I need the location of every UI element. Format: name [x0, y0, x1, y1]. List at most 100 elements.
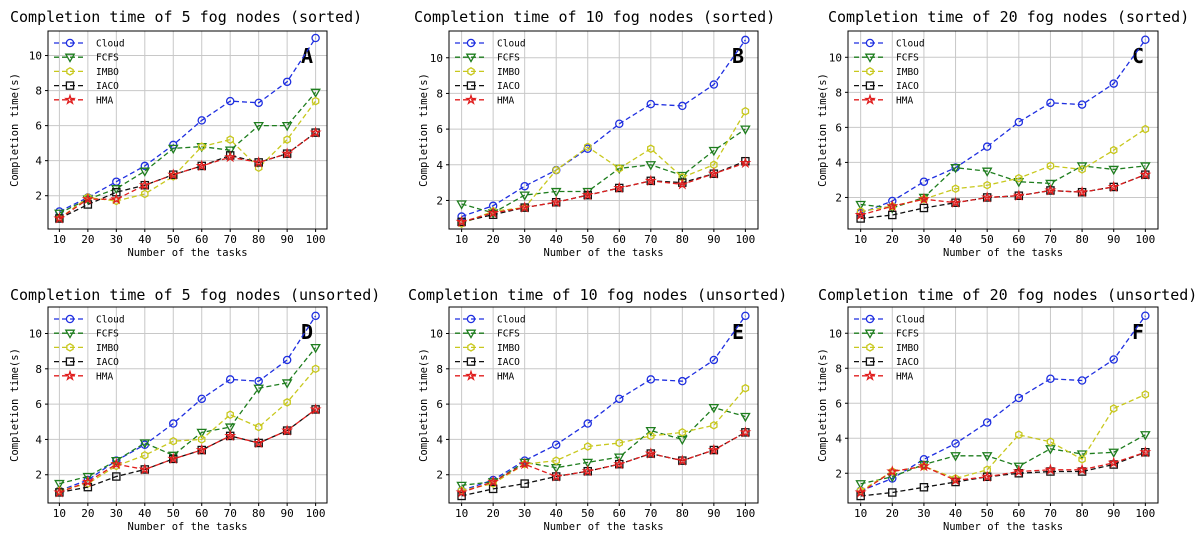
data-point-hma	[739, 156, 752, 169]
data-point-imbo	[1015, 430, 1023, 440]
data-point-imbo	[583, 442, 592, 451]
legend-marker-imbo	[66, 343, 74, 352]
data-point-fcfs	[196, 428, 208, 439]
legend-label-cloud: Cloud	[96, 315, 125, 326]
y-axis-label: Completion time(s)	[817, 348, 829, 462]
data-point-iaco	[488, 484, 498, 494]
legend-marker-hma	[465, 369, 477, 381]
data-point-iaco	[112, 472, 121, 481]
data-point-fcfs	[708, 403, 720, 414]
data-point-hma	[854, 208, 867, 221]
legend-label-hma: HMA	[497, 371, 514, 382]
series-line-iaco	[461, 431, 746, 497]
data-point-hma	[309, 403, 322, 415]
legend-marker-cloud	[865, 38, 875, 48]
data-point-hma	[550, 195, 563, 208]
data-point-cloud	[197, 116, 206, 125]
legend-label-fcfs: FCFS	[896, 329, 919, 340]
panel-label: C	[1132, 44, 1144, 68]
data-point-imbo	[983, 180, 991, 190]
series-line-cloud	[461, 39, 746, 218]
legend-marker-fcfs	[864, 329, 876, 339]
data-point-fcfs	[54, 479, 65, 490]
y-tick-label: 8	[35, 363, 42, 376]
legend-marker-iaco	[466, 81, 476, 90]
data-point-fcfs	[224, 423, 236, 433]
y-tick-label: 2	[436, 194, 443, 207]
x-tick-label: 80	[1075, 233, 1088, 246]
data-point-hma	[167, 452, 180, 464]
data-point-hma	[707, 443, 720, 456]
data-point-imbo	[141, 450, 149, 460]
x-tick-label: 90	[281, 233, 294, 246]
x-tick-label: 20	[487, 507, 500, 520]
data-point-cloud	[951, 439, 960, 448]
data-point-fcfs	[1076, 450, 1088, 460]
y-tick-label: 8	[436, 363, 443, 376]
x-tick-label: 70	[224, 233, 237, 246]
y-tick-label: 6	[436, 398, 443, 411]
x-tick-label: 80	[676, 507, 689, 520]
x-tick-label: 40	[949, 233, 962, 246]
data-point-fcfs	[1108, 448, 1120, 458]
y-tick-label: 6	[835, 397, 842, 410]
x-tick-label: 100	[1135, 507, 1155, 520]
x-tick-label: 80	[252, 233, 265, 246]
series-line-hma	[59, 408, 316, 494]
data-point-imbo	[1109, 145, 1118, 155]
data-point-fcfs	[981, 452, 993, 462]
panel-label: E	[732, 320, 744, 344]
data-point-hma	[252, 156, 265, 168]
series-line-cloud	[461, 315, 746, 492]
data-point-iaco	[919, 482, 929, 492]
series-line-imbo	[461, 387, 746, 492]
legend-label-imbo: IMBO	[96, 343, 119, 354]
y-tick-label: 4	[35, 155, 42, 168]
data-point-hma	[281, 424, 294, 436]
y-tick-label: 4	[436, 159, 443, 172]
x-tick-label: 70	[644, 507, 657, 520]
chart-title: Completion time of 5 fog nodes (unsorted…	[10, 286, 380, 304]
data-point-imbo	[169, 436, 178, 446]
data-point-fcfs	[310, 88, 321, 99]
chart-panel-c: Completion time of 20 fog nodes (sorted)…	[817, 8, 1189, 259]
y-axis-label: Completion time(s)	[418, 73, 430, 187]
data-point-cloud	[254, 98, 263, 108]
legend-label-fcfs: FCFS	[96, 53, 119, 64]
legend-marker-iaco	[65, 81, 75, 90]
legend-label-hma: HMA	[896, 95, 913, 106]
data-point-fcfs	[82, 472, 94, 483]
data-point-imbo	[1141, 124, 1150, 134]
x-tick-label: 20	[886, 233, 899, 246]
data-point-hma	[1076, 463, 1089, 475]
x-tick-label: 40	[550, 507, 563, 520]
legend-marker-imbo	[66, 67, 74, 76]
chart-title: Completion time of 5 fog nodes (sorted)	[10, 8, 362, 26]
series-line-fcfs	[860, 434, 1146, 485]
y-tick-label: 10	[29, 50, 42, 63]
data-point-cloud	[709, 80, 719, 89]
legend-marker-fcfs	[864, 53, 876, 63]
data-point-imbo	[583, 142, 592, 152]
data-point-hma	[854, 486, 867, 498]
x-tick-label: 10	[854, 233, 867, 246]
legend-label-imbo: IMBO	[497, 67, 520, 78]
data-point-hma	[1107, 180, 1120, 193]
series-line-fcfs	[59, 347, 317, 485]
data-point-fcfs	[1108, 165, 1120, 176]
data-point-hma	[1012, 465, 1025, 477]
legend-label-hma: HMA	[96, 95, 113, 106]
data-point-fcfs	[1140, 162, 1151, 172]
y-tick-label: 10	[829, 51, 842, 64]
x-tick-label: 100	[306, 507, 326, 520]
data-point-fcfs	[950, 452, 961, 462]
legend-marker-cloud	[65, 314, 75, 324]
series-line-imbo	[59, 368, 317, 492]
data-point-imbo	[1078, 454, 1086, 464]
axes-frame	[47, 306, 328, 504]
legend-marker-iaco	[865, 357, 875, 366]
data-point-hma	[487, 206, 500, 219]
data-point-hma	[550, 470, 563, 482]
legend-label-hma: HMA	[497, 95, 514, 106]
data-point-iaco	[919, 203, 929, 213]
